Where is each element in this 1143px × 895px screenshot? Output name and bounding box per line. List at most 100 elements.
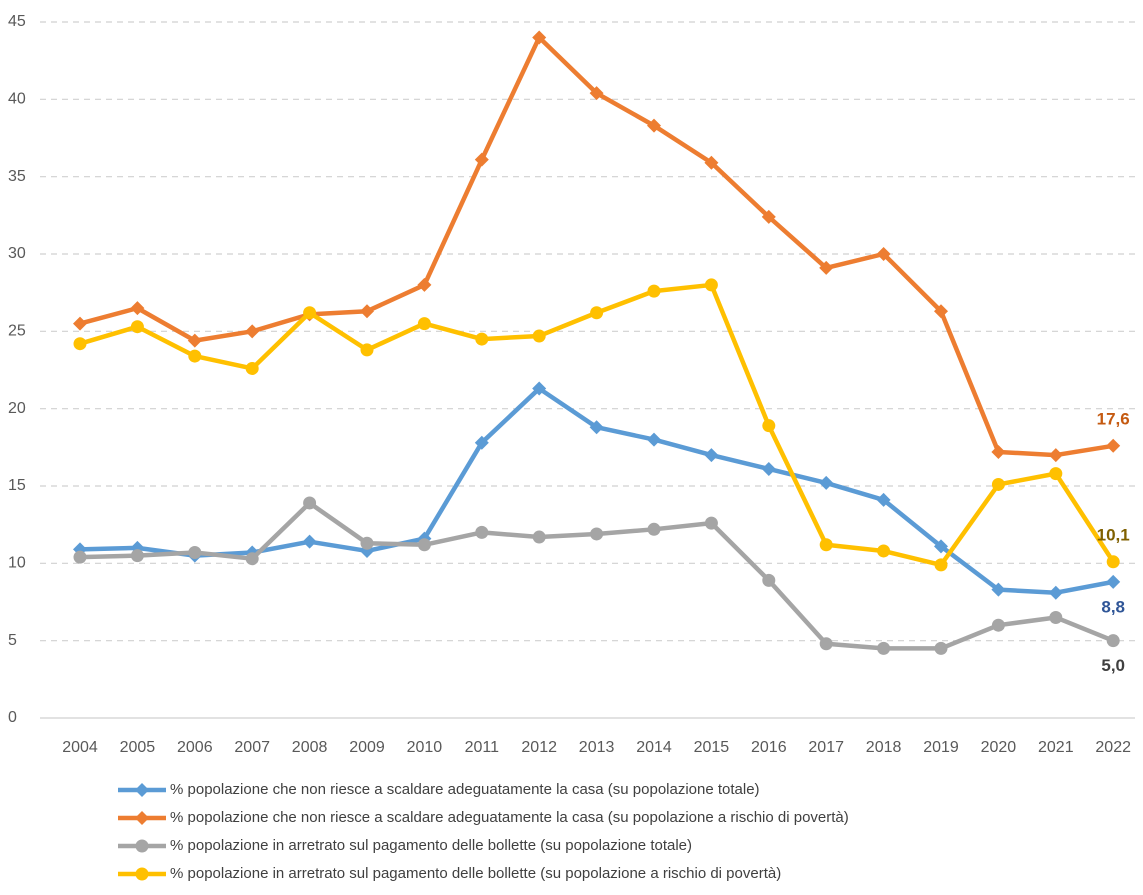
y-tick-label: 45 <box>8 13 26 30</box>
x-tick-label: 2022 <box>1095 739 1131 756</box>
x-tick-label: 2015 <box>694 739 730 756</box>
series-line <box>79 500 1115 651</box>
legend-label: % popolazione che non riesce a scaldare … <box>170 809 849 826</box>
data-point <box>475 332 489 346</box>
data-point <box>360 343 374 357</box>
data-point <box>1106 555 1120 569</box>
y-tick-label: 25 <box>8 323 26 340</box>
data-point <box>647 284 661 298</box>
data-point <box>876 492 891 507</box>
data-point <box>991 618 1005 632</box>
legend-label: % popolazione in arretrato sul pagamento… <box>170 837 692 854</box>
data-point <box>934 304 948 319</box>
data-point <box>474 435 489 450</box>
data-point <box>1049 467 1063 481</box>
data-point <box>73 337 87 351</box>
value-label: 5,0 <box>1101 656 1125 675</box>
data-point <box>303 306 317 320</box>
x-tick-label: 2018 <box>866 739 902 756</box>
data-point <box>647 432 661 447</box>
data-point <box>130 301 145 316</box>
data-point <box>1106 634 1120 648</box>
value-label: 8,8 <box>1101 597 1125 616</box>
value-label: 17,6 <box>1097 409 1130 428</box>
legend-marker <box>135 783 149 797</box>
data-point <box>302 534 317 549</box>
y-tick-label: 15 <box>8 477 26 494</box>
data-point <box>417 538 431 552</box>
data-point <box>532 530 546 544</box>
data-point <box>934 558 948 572</box>
data-point <box>590 306 604 320</box>
data-point <box>532 381 547 396</box>
data-point <box>704 516 718 530</box>
data-point <box>704 448 719 463</box>
data-point <box>360 304 374 319</box>
x-tick-label: 2008 <box>292 739 328 756</box>
y-tick-label: 0 <box>8 709 17 726</box>
data-point <box>762 419 776 433</box>
data-point <box>130 549 144 563</box>
x-tick-label: 2014 <box>636 739 672 756</box>
data-point <box>647 118 661 133</box>
legend-marker <box>135 839 149 853</box>
data-point <box>532 30 547 45</box>
data-point <box>245 324 260 339</box>
data-point <box>1106 574 1121 589</box>
y-tick-label: 5 <box>8 632 17 649</box>
x-tick-label: 2021 <box>1038 739 1074 756</box>
data-point <box>877 641 891 655</box>
data-point <box>245 361 259 375</box>
x-tick-label: 2019 <box>923 739 959 756</box>
y-tick-label: 35 <box>8 168 26 185</box>
data-point <box>934 641 948 655</box>
data-point <box>1049 610 1063 624</box>
legend-marker <box>135 811 149 825</box>
data-point <box>188 349 202 363</box>
data-point <box>188 546 202 560</box>
data-point <box>761 209 776 224</box>
data-point <box>991 582 1006 597</box>
data-point <box>991 444 1006 459</box>
data-point <box>647 522 661 536</box>
x-tick-label: 2013 <box>579 739 615 756</box>
x-tick-label: 2017 <box>808 739 844 756</box>
data-point <box>589 420 604 435</box>
data-point <box>474 152 489 167</box>
legend-label: % popolazione che non riesce a scaldare … <box>170 781 760 798</box>
data-point <box>1048 448 1063 463</box>
y-tick-label: 20 <box>8 400 26 417</box>
data-point <box>991 477 1005 491</box>
x-tick-label: 2016 <box>751 739 787 756</box>
data-point <box>819 260 834 275</box>
x-tick-label: 2005 <box>120 739 156 756</box>
data-point <box>73 550 87 564</box>
data-point <box>1106 438 1121 453</box>
x-tick-label: 2007 <box>234 739 270 756</box>
data-point <box>130 320 144 334</box>
x-tick-label: 2010 <box>407 739 443 756</box>
data-point <box>819 637 833 651</box>
series-line <box>79 386 1114 595</box>
legend-label: % popolazione in arretrato sul pagamento… <box>170 865 781 882</box>
data-point <box>303 496 317 510</box>
data-point <box>417 317 431 331</box>
data-point <box>532 329 546 343</box>
y-tick-label: 30 <box>8 245 26 262</box>
x-tick-label: 2009 <box>349 739 385 756</box>
data-point <box>360 536 374 550</box>
data-point <box>187 333 202 348</box>
data-point <box>762 573 776 587</box>
data-point <box>704 155 719 170</box>
y-tick-label: 40 <box>8 91 26 108</box>
data-point <box>819 538 833 552</box>
data-point <box>1048 585 1063 600</box>
x-tick-label: 2011 <box>465 739 500 756</box>
data-point <box>704 278 718 292</box>
data-point <box>819 475 834 490</box>
data-point <box>590 527 604 541</box>
data-point <box>877 544 891 558</box>
y-tick-label: 10 <box>8 555 26 572</box>
data-point <box>934 539 948 554</box>
